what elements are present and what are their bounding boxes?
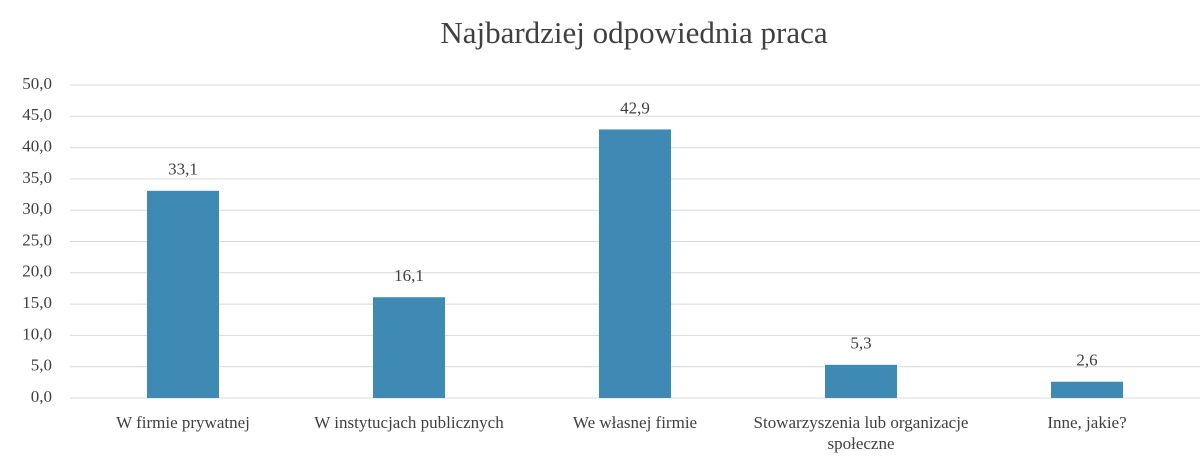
data-label: 5,3: [850, 334, 871, 353]
bar: [599, 129, 671, 399]
data-label: 33,1: [168, 160, 198, 179]
y-tick-label: 0,0: [31, 387, 52, 406]
bar: [373, 297, 445, 398]
x-tick-label-box: Stowarzyszenia lub organizacje społeczne: [753, 413, 969, 453]
x-tick-label-box: Inne, jakie?: [1047, 413, 1127, 432]
y-tick-label: 10,0: [22, 324, 52, 343]
bar: [1051, 381, 1123, 398]
y-tick-label: 15,0: [22, 293, 52, 312]
data-label: 16,1: [394, 266, 424, 285]
y-tick-label: 35,0: [22, 168, 52, 187]
bar: [825, 364, 897, 398]
y-tick-label: 20,0: [22, 262, 52, 281]
x-tick-label: Inne, jakie?: [1047, 413, 1127, 432]
y-tick-label: 40,0: [22, 137, 52, 156]
y-tick-label: 25,0: [22, 230, 52, 249]
y-tick-label: 30,0: [22, 199, 52, 218]
chart-title: Najbardziej odpowiednia praca: [440, 15, 828, 50]
x-tick-label: We własnej firmie: [572, 413, 698, 432]
data-label: 2,6: [1076, 351, 1097, 370]
x-tick-label-box: W instytucjach publicznych: [314, 413, 504, 432]
x-tick-label: W instytucjach publicznych: [314, 413, 504, 432]
x-tick-label-box: W firmie prywatnej: [116, 413, 250, 432]
x-tick-label: W firmie prywatnej: [116, 413, 250, 432]
x-tick-label: Stowarzyszenia lub organizacje społeczne: [753, 413, 969, 453]
x-tick-label-box: We własnej firmie: [572, 413, 698, 432]
y-tick-label: 50,0: [22, 74, 52, 93]
data-label: 42,9: [620, 98, 650, 117]
bar: [147, 190, 219, 398]
y-tick-label: 5,0: [31, 356, 52, 375]
y-tick-label: 45,0: [22, 105, 52, 124]
